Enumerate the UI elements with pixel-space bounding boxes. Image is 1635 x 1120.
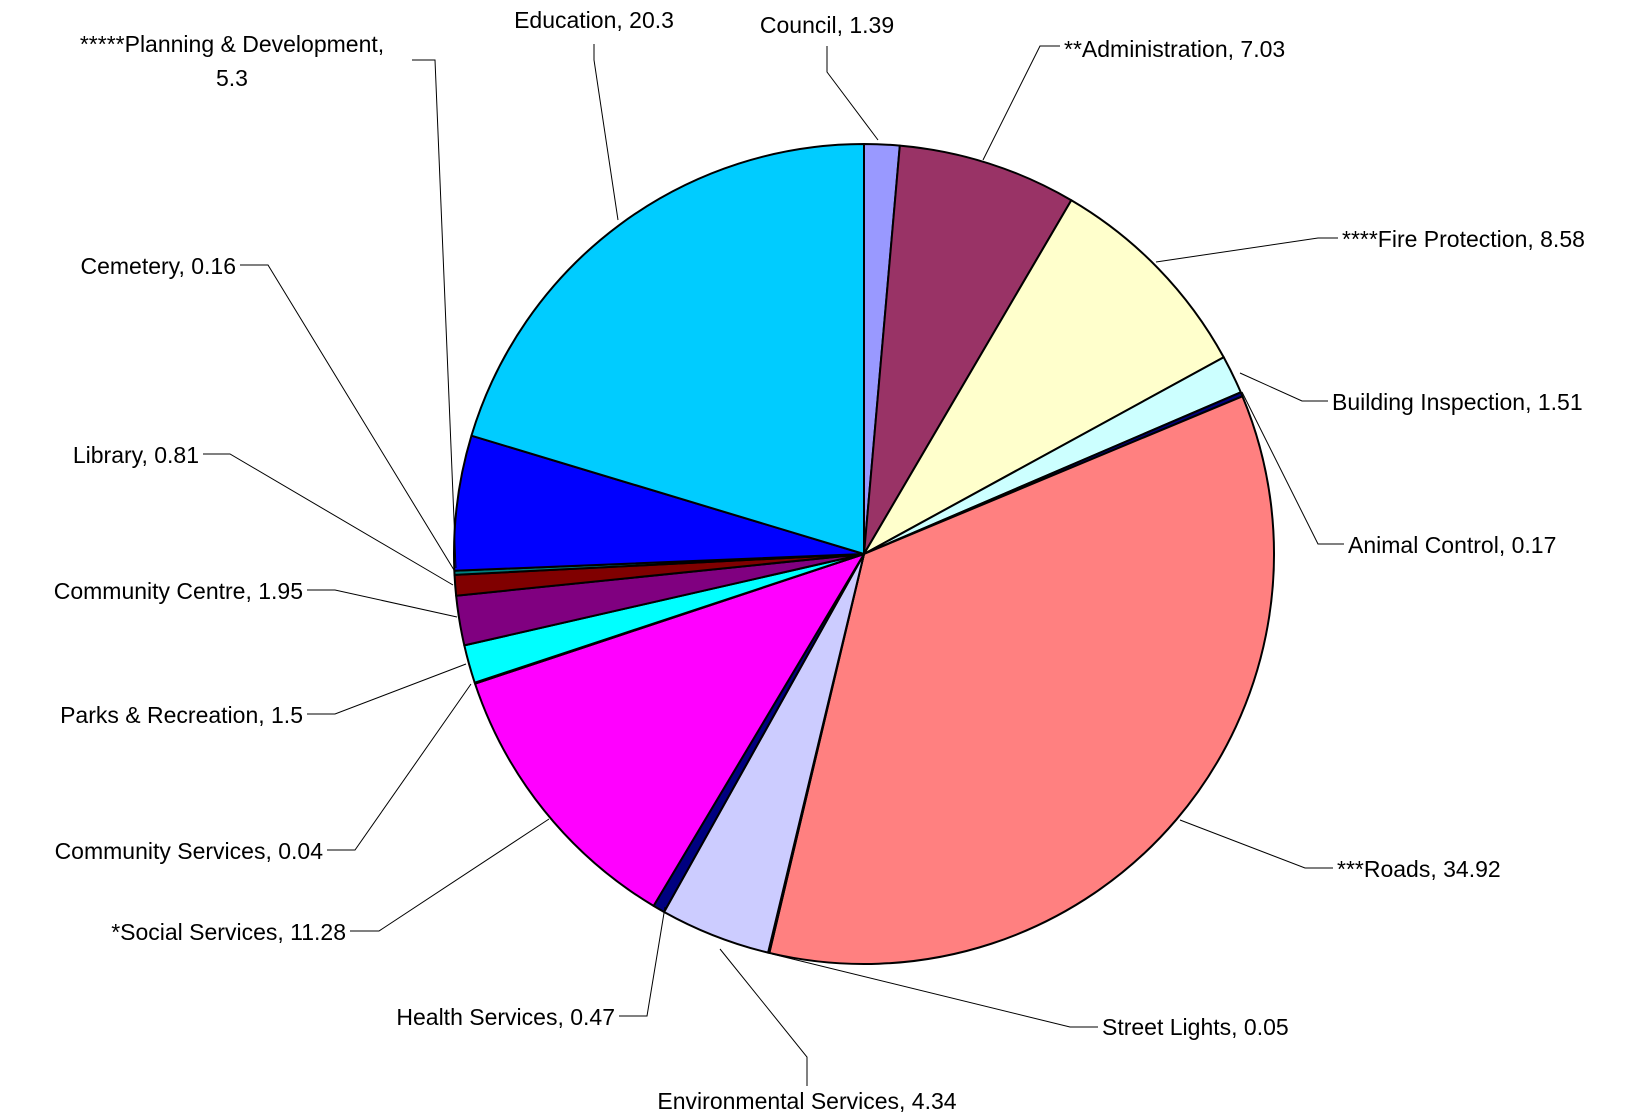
data-label: Education, 20.3: [514, 7, 674, 33]
data-label: ****Fire Protection, 8.58: [1342, 226, 1585, 252]
data-label: Library, 0.81: [73, 442, 199, 468]
leader-line: [593, 44, 619, 221]
data-label: Community Services, 0.04: [55, 838, 324, 864]
pie-slice: [470, 143, 865, 555]
leader-line: [327, 683, 472, 851]
leader-line: [1155, 237, 1338, 263]
leader-lines: [203, 44, 1344, 1086]
pie-slice: [474, 553, 865, 907]
leader-line: [1239, 372, 1328, 402]
data-label: Animal Control, 0.17: [1348, 532, 1556, 558]
leader-line: [771, 953, 1098, 1028]
pie-slice: [768, 395, 1275, 965]
leader-line: [203, 453, 454, 586]
data-label: ***Roads, 34.92: [1337, 856, 1501, 882]
data-label: Cemetery, 0.16: [80, 253, 236, 279]
leader-line: [412, 59, 457, 569]
leader-line: [307, 589, 458, 618]
data-label: *Social Services, 11.28: [111, 919, 346, 945]
leader-line: [350, 818, 550, 932]
data-label: Community Centre, 1.95: [54, 578, 303, 604]
leader-line: [719, 948, 808, 1086]
leader-line: [982, 45, 1060, 161]
data-label: *****Planning & Development, 5.3: [80, 31, 384, 91]
data-label: Parks & Recreation, 1.5: [60, 702, 303, 728]
leader-line: [1179, 819, 1333, 869]
data-label: Health Services, 0.47: [396, 1004, 615, 1030]
data-label: Council, 1.39: [760, 12, 894, 38]
data-label: **Administration, 7.03: [1064, 36, 1285, 62]
leader-line: [619, 906, 666, 1017]
data-labels: Council, 1.39 **Administration, 7.03 ****F…: [54, 7, 1585, 1114]
pie-slice: [863, 199, 1225, 555]
pie-slices: [452, 143, 1275, 965]
leader-line: [307, 663, 467, 715]
pie-slice: [863, 144, 1073, 555]
data-label: Building Inspection, 1.51: [1332, 389, 1583, 415]
leader-line: [240, 264, 455, 571]
data-label: Environmental Services, 4.34: [657, 1088, 956, 1114]
pie-slice: [452, 434, 865, 572]
leader-line: [1241, 391, 1344, 545]
leader-line: [826, 46, 879, 141]
data-label: Street Lights, 0.05: [1102, 1014, 1289, 1040]
